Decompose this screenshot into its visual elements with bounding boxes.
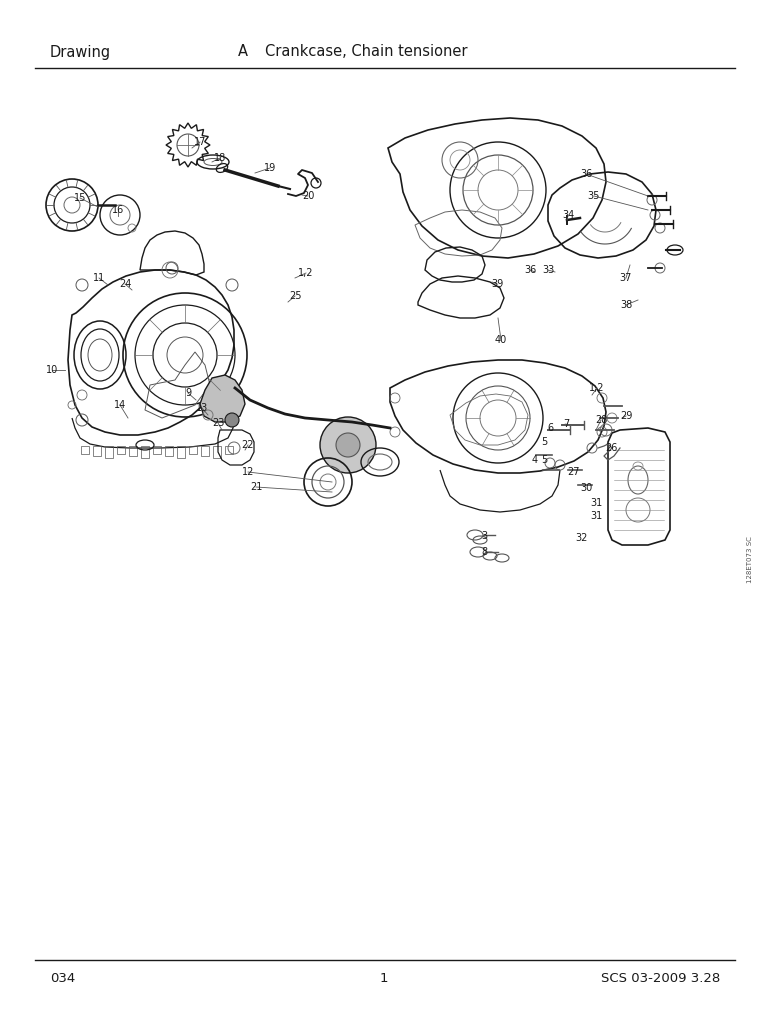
Text: 7: 7 xyxy=(563,419,569,429)
Bar xyxy=(117,446,125,454)
Polygon shape xyxy=(200,375,245,422)
Text: 18: 18 xyxy=(214,153,226,163)
Text: 29: 29 xyxy=(620,411,632,421)
Text: 11: 11 xyxy=(93,273,105,283)
Text: Drawing: Drawing xyxy=(50,44,111,59)
Text: 24: 24 xyxy=(119,279,131,289)
Text: 9: 9 xyxy=(185,388,191,398)
Text: 28: 28 xyxy=(594,415,607,425)
Text: 8: 8 xyxy=(481,547,487,557)
Bar xyxy=(129,446,137,456)
Text: 27: 27 xyxy=(568,467,581,477)
Bar xyxy=(93,446,101,456)
Circle shape xyxy=(320,417,376,473)
Bar xyxy=(81,446,89,454)
Text: 5: 5 xyxy=(541,437,547,447)
Text: A: A xyxy=(238,44,248,59)
Text: 16: 16 xyxy=(112,205,124,215)
Text: 1: 1 xyxy=(379,972,389,984)
Circle shape xyxy=(225,413,239,427)
Bar xyxy=(141,446,149,458)
Text: 4: 4 xyxy=(532,455,538,465)
Text: 23: 23 xyxy=(212,418,224,428)
Text: 32: 32 xyxy=(576,534,588,543)
Text: 31: 31 xyxy=(590,511,602,521)
Text: 33: 33 xyxy=(542,265,554,275)
Text: 35: 35 xyxy=(588,191,600,201)
Text: 36: 36 xyxy=(524,265,536,275)
Bar xyxy=(225,446,233,454)
Text: 19: 19 xyxy=(264,163,276,173)
Text: 39: 39 xyxy=(491,279,503,289)
Text: 21: 21 xyxy=(250,482,262,492)
Text: 1,2: 1,2 xyxy=(298,268,314,278)
Text: 37: 37 xyxy=(620,273,632,283)
Text: 38: 38 xyxy=(620,300,632,310)
Text: 34: 34 xyxy=(562,210,574,220)
Text: 034: 034 xyxy=(50,972,75,984)
Bar xyxy=(201,446,209,456)
Bar xyxy=(177,446,185,458)
Text: 20: 20 xyxy=(302,191,314,201)
Text: 12: 12 xyxy=(242,467,254,477)
Text: 15: 15 xyxy=(74,193,86,203)
Text: 5: 5 xyxy=(541,455,547,465)
Text: 31: 31 xyxy=(590,498,602,508)
Bar xyxy=(153,446,161,454)
Text: 13: 13 xyxy=(196,403,208,413)
Text: 22: 22 xyxy=(242,440,254,450)
Circle shape xyxy=(336,433,360,457)
Text: 128ET073 SC: 128ET073 SC xyxy=(747,537,753,584)
Text: 10: 10 xyxy=(46,365,58,375)
Text: 3: 3 xyxy=(481,531,487,541)
Text: 30: 30 xyxy=(580,483,592,493)
Text: Crankcase, Chain tensioner: Crankcase, Chain tensioner xyxy=(265,44,468,59)
Text: 40: 40 xyxy=(495,335,507,345)
Text: 14: 14 xyxy=(114,400,126,410)
Text: 1,2: 1,2 xyxy=(589,383,604,393)
Bar xyxy=(105,446,113,458)
Text: 25: 25 xyxy=(289,291,301,301)
Bar xyxy=(213,446,221,458)
Text: SCS 03-2009 3.28: SCS 03-2009 3.28 xyxy=(601,972,720,984)
Text: 26: 26 xyxy=(605,443,617,453)
Bar xyxy=(189,446,197,454)
Text: 6: 6 xyxy=(547,423,553,433)
Text: 17: 17 xyxy=(194,137,206,147)
Bar xyxy=(165,446,173,456)
Text: 36: 36 xyxy=(580,169,592,179)
